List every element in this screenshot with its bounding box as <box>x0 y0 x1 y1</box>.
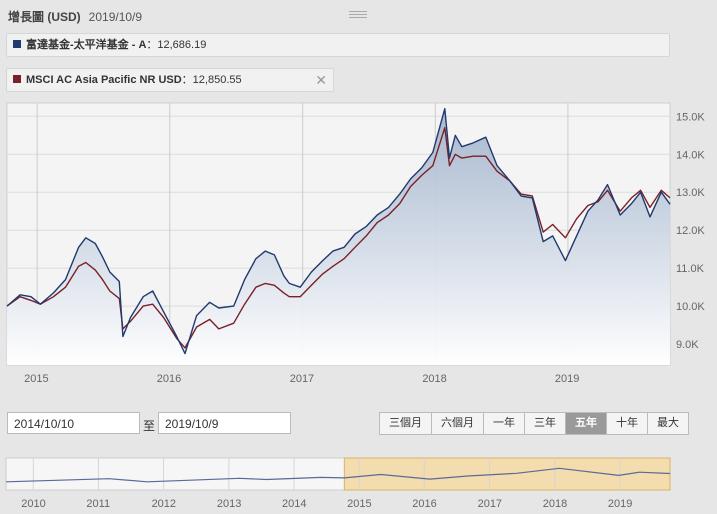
period-button-group: 三個月 六個月 一年 三年 五年 十年 最大 <box>379 412 689 435</box>
nav-tick-label-8: 2018 <box>543 498 567 510</box>
fund-area-fill <box>7 108 670 365</box>
series-line-0[interactable] <box>6 108 671 355</box>
x-tick-label-1: 2016 <box>157 373 181 385</box>
y-tick-label-6: 15.0K <box>676 111 705 123</box>
period-button-4[interactable]: 五年 <box>566 412 607 435</box>
period-button-2[interactable]: 一年 <box>484 412 525 435</box>
period-button-0[interactable]: 三個月 <box>379 412 432 435</box>
nav-tick-label-1: 2011 <box>86 498 110 510</box>
x-tick-label-4: 2019 <box>555 373 579 385</box>
nav-tick-label-4: 2014 <box>282 498 306 510</box>
legend-index-name: MSCI AC Asia Pacific NR USD <box>26 74 182 86</box>
close-icon[interactable]: ✕ <box>315 72 327 88</box>
legend-item-index[interactable]: MSCI AC Asia Pacific NR USD：12,850.55 ✕ <box>6 68 334 92</box>
period-button-6[interactable]: 最大 <box>648 412 689 435</box>
nav-tick-label-6: 2016 <box>412 498 436 510</box>
legend-fund-name: 富達基金-太平洋基金 - A <box>26 39 147 51</box>
x-tick-label-2: 2017 <box>290 373 314 385</box>
y-tick-label-3: 12.0K <box>676 225 705 237</box>
y-tick-label-5: 14.0K <box>676 149 705 161</box>
legend-index-value: 12,850.55 <box>192 74 242 86</box>
legend-colon: ： <box>146 39 158 51</box>
legend-fund-value: 12,686.19 <box>157 39 207 51</box>
nav-tick-label-3: 2013 <box>217 498 241 510</box>
chart-title: 增長圖 (USD) 2019/10/9 <box>8 8 142 25</box>
legend-item-fund[interactable]: 富達基金-太平洋基金 - A：12,686.19 <box>6 33 670 57</box>
nav-tick-label-9: 2019 <box>608 498 632 510</box>
nav-tick-label-0: 2010 <box>21 498 45 510</box>
nav-tick-label-5: 2015 <box>347 498 371 510</box>
start-date-input[interactable]: 2014/10/10 <box>7 412 140 434</box>
legend-colon: ： <box>181 74 193 86</box>
drag-handle-icon[interactable] <box>349 11 367 19</box>
end-date-input[interactable]: 2019/10/9 <box>158 412 291 434</box>
nav-tick-label-2: 2012 <box>152 498 176 510</box>
title-text: 增長圖 (USD) <box>8 10 81 24</box>
y-tick-label-2: 11.0K <box>676 263 705 275</box>
series-line-1[interactable] <box>6 127 671 349</box>
fund-swatch-icon <box>13 40 21 48</box>
title-date: 2019/10/9 <box>88 10 143 24</box>
main-chart[interactable]: 9.0K 10.0K 11.0K 12.0K 13.0K 14.0K 15.0K 2015 20… <box>0 97 717 389</box>
y-tick-label-4: 13.0K <box>676 187 705 199</box>
index-swatch-icon <box>13 75 21 83</box>
y-tick-label-0: 9.0K <box>676 339 699 351</box>
period-button-3[interactable]: 三年 <box>525 412 566 435</box>
range-to-label: 至 <box>143 419 156 433</box>
x-tick-label-3: 2018 <box>422 373 446 385</box>
nav-tick-label-7: 2017 <box>478 498 502 510</box>
period-button-1[interactable]: 六個月 <box>432 412 484 435</box>
navigator-chart[interactable]: 2010 2011 2012 2013 2014 2015 2016 2017 2018 2019 <box>0 456 717 514</box>
period-button-5[interactable]: 十年 <box>607 412 648 435</box>
navigator-line <box>5 467 671 483</box>
x-tick-label-0: 2015 <box>24 373 48 385</box>
y-tick-label-1: 10.0K <box>676 301 705 313</box>
